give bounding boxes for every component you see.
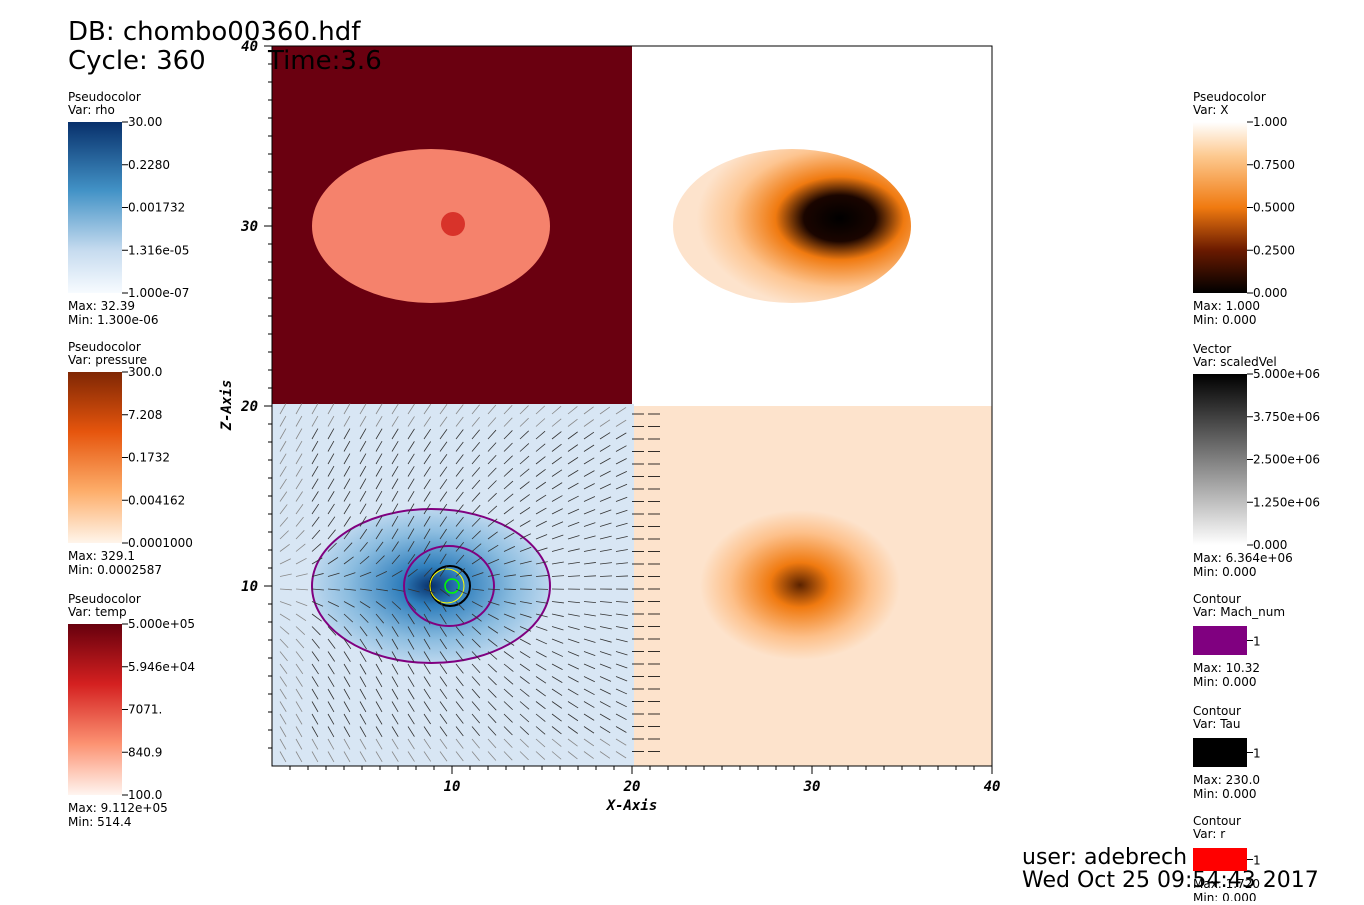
legend-max: Max: 230.0 (1193, 773, 1260, 787)
legend-label: 100.0 (128, 788, 162, 802)
legend-var: Var: X (1193, 103, 1228, 117)
legend-min: Min: 0.000 (1193, 313, 1257, 327)
legend-swatch (1193, 848, 1247, 871)
legend-plot: Contour (1193, 704, 1241, 718)
legend-label: 3.750e+06 (1253, 410, 1320, 424)
legend-colorbar (68, 372, 122, 543)
legend-colorbar (1193, 122, 1247, 293)
cycle-label: Cycle: 360 (68, 46, 206, 76)
legend-max: Max: 6.364e+06 (1193, 551, 1293, 565)
legend-min: Min: 514.4 (68, 815, 132, 829)
legend-max: Max: 32.39 (68, 299, 135, 313)
legend-label: 5.000e+06 (1253, 367, 1320, 381)
legend-max: Max: 9.112e+05 (68, 801, 168, 815)
legend-plot: Pseudocolor (68, 340, 141, 354)
legend-var: Var: rho (68, 103, 115, 117)
y-axis-title: Z-Axis (219, 380, 235, 432)
legend-min: Min: 0.000 (1193, 891, 1257, 901)
legend-swatch (1193, 626, 1247, 655)
y-tick-label: 20 (240, 399, 258, 415)
x-tick-label: 20 (623, 779, 641, 795)
legend-colorbar (1193, 374, 1247, 545)
user-label: user: adebrech (1022, 845, 1187, 870)
legend-max: Max: 1.720 (1193, 877, 1260, 891)
legend-var: Var: temp (68, 605, 127, 619)
legend-min: Min: 0.000 (1193, 787, 1257, 801)
db-label: DB: chombo00360.hdf (68, 17, 361, 47)
legend-label: 7.208 (128, 408, 162, 422)
legend-colorbar (68, 122, 122, 293)
legend-label: 5.000e+05 (128, 617, 195, 631)
legend-max: Max: 10.32 (1193, 661, 1260, 675)
legend-label: 0.0001000 (128, 536, 193, 550)
legend-label: 0.000 (1253, 286, 1287, 300)
legend-min: Min: 0.0002587 (68, 563, 162, 577)
x-tick-label: 40 (984, 779, 1001, 795)
y-tick-label: 30 (240, 219, 258, 235)
legend-label: 0.000 (1253, 538, 1287, 552)
legend-label: 1 (1253, 854, 1261, 868)
x-axis-title: X-Axis (606, 798, 658, 814)
vector (616, 576, 628, 577)
x-tick-label: 10 (444, 779, 461, 795)
y-tick-label: 40 (241, 39, 258, 55)
legend-plot: Vector (1193, 342, 1231, 356)
y-tick-label: 10 (241, 579, 258, 595)
plot-area (272, 46, 992, 766)
legend-plot: Contour (1193, 592, 1241, 606)
legend-label: 1.000e-07 (128, 286, 189, 300)
temp-blob (312, 149, 550, 303)
legend-label: 300.0 (128, 365, 162, 379)
pressure-blob (700, 510, 900, 660)
legend-label: 0.5000 (1253, 201, 1295, 215)
legend-label: 0.004162 (128, 493, 185, 507)
legend-label: 0.2280 (128, 158, 170, 172)
legend-label: 0.7500 (1253, 158, 1295, 172)
legend-var: Var: r (1193, 827, 1225, 841)
legend-swatch (1193, 738, 1247, 767)
legend-label: 2.500e+06 (1253, 453, 1320, 467)
legend-max: Max: 1.000 (1193, 299, 1260, 313)
legend-var: Var: Tau (1193, 717, 1241, 731)
legend-label: 1 (1253, 747, 1261, 761)
legend-label: 0.1732 (128, 451, 170, 465)
legend-min: Min: 0.000 (1193, 565, 1257, 579)
legend-label: 840.9 (128, 745, 162, 759)
legend-min: Min: 0.000 (1193, 675, 1257, 689)
vector (504, 589, 516, 590)
legend-label: 1.316e-05 (128, 243, 189, 257)
legend-label: 0.001732 (128, 201, 185, 215)
temp-core (441, 212, 465, 236)
legend-label: 30.00 (128, 115, 162, 129)
legend-plot: Contour (1193, 814, 1241, 828)
time-label: Time:3.6 (267, 46, 382, 76)
legend-plot: Pseudocolor (1193, 90, 1266, 104)
date-label: Wed Oct 25 09:54:43 2017 (1022, 868, 1319, 893)
legend-label: 1 (1253, 635, 1261, 649)
legend-label: 1.250e+06 (1253, 495, 1320, 509)
legend-label: 1.000 (1253, 115, 1287, 129)
x-blob (673, 149, 911, 303)
legend-colorbar (68, 624, 122, 795)
legend-label: 0.2500 (1253, 243, 1295, 257)
x-tick-label: 30 (803, 779, 821, 795)
legend-label: 5.946e+04 (128, 660, 195, 674)
legend-min: Min: 1.300e-06 (68, 313, 159, 327)
legend-var: Var: Mach_num (1193, 605, 1285, 619)
legend-plot: Pseudocolor (68, 592, 141, 606)
legend-label: 7071. (128, 703, 162, 717)
legend-max: Max: 329.1 (68, 549, 135, 563)
legend-plot: Pseudocolor (68, 90, 141, 104)
